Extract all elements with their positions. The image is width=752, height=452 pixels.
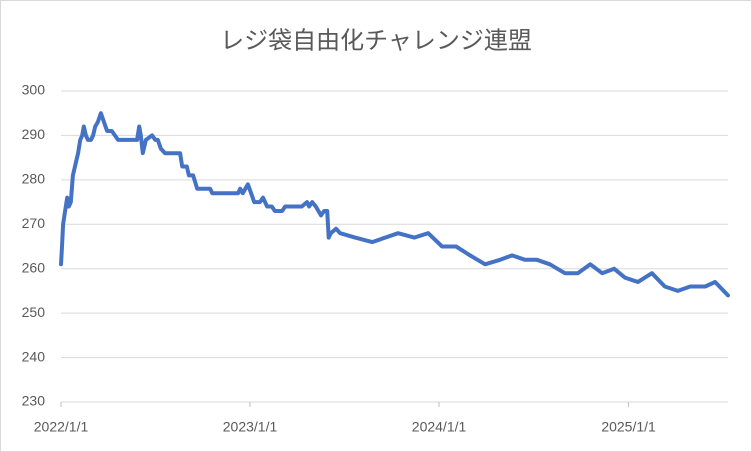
x-tick-label: 2022/1/1 [34,419,89,435]
y-tick-label: 250 [22,304,46,320]
x-tick-label: 2025/1/1 [601,419,656,435]
y-tick-label: 290 [22,126,46,142]
chart-title: レジ袋自由化チャレンジ連盟 [220,27,532,54]
y-tick-label: 300 [22,82,46,98]
y-tick-label: 270 [22,215,46,231]
y-tick-label: 280 [22,171,46,187]
data-line [59,111,730,298]
x-tick-label: 2024/1/1 [412,419,467,435]
x-tick-label: 2023/1/1 [223,419,278,435]
y-tick-label: 240 [22,348,46,364]
y-tick-label: 230 [22,393,46,409]
y-tick-label: 260 [22,259,46,275]
